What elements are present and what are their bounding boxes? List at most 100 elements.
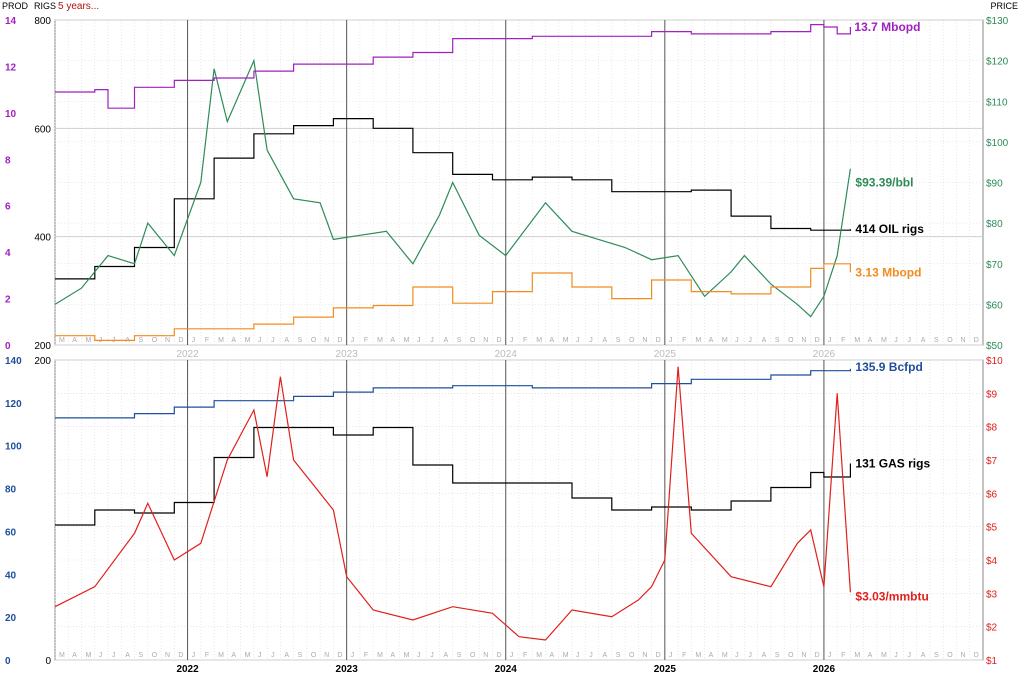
- oil-price-tick: $60: [986, 300, 1003, 311]
- gas-month-label: O: [947, 652, 953, 659]
- gas-month-label: S: [139, 652, 144, 659]
- gas-month-label: S: [457, 652, 462, 659]
- oil-price-tick: $80: [986, 219, 1003, 230]
- oil-month-label: O: [947, 337, 953, 344]
- oil-prod-tick: 12: [5, 62, 17, 73]
- oil-year-label: 2023: [336, 349, 359, 360]
- oil-rigs-tick: 200: [34, 341, 51, 352]
- oil-month-label: M: [563, 337, 569, 344]
- oil-month-label: F: [205, 337, 209, 344]
- range-selector-label[interactable]: 5 years...: [58, 1, 99, 12]
- gas-year-label: 2025: [654, 664, 677, 675]
- oil-month-label: J: [576, 337, 580, 344]
- ngl-production-end-label: 3.13 Mbopd: [855, 265, 921, 279]
- oil-year-label: 2022: [176, 349, 199, 360]
- gas-month-label: O: [788, 652, 794, 659]
- oil-price-tick: $110: [986, 97, 1008, 108]
- oil-month-label: N: [324, 337, 329, 344]
- oil-month-label: M: [536, 337, 542, 344]
- oil-month-label: F: [841, 337, 845, 344]
- gas-month-label: D: [337, 652, 342, 659]
- gas-price-tick: $3: [986, 589, 998, 600]
- oil-month-label: N: [483, 337, 488, 344]
- oil-month-label: S: [298, 337, 303, 344]
- gas-month-label: M: [563, 652, 569, 659]
- gas-prod-tick: 100: [5, 442, 22, 453]
- gas-month-label: D: [974, 652, 979, 659]
- gas-month-label: A: [921, 652, 926, 659]
- oil-month-label: J: [828, 337, 832, 344]
- gas-month-label: J: [748, 652, 752, 659]
- oil-price-line: [54, 58, 851, 318]
- gas-price-tick: $5: [986, 523, 998, 534]
- gas-month-label: J: [192, 652, 196, 659]
- gas-month-label: D: [496, 652, 501, 659]
- oil-rigs-line: [55, 118, 851, 280]
- oil-month-label: J: [271, 337, 275, 344]
- gas-rigs-tick: 200: [34, 356, 51, 367]
- gas-month-label: M: [536, 652, 542, 659]
- gas-month-label: J: [735, 652, 739, 659]
- oil-month-label: M: [854, 337, 860, 344]
- gas-month-label: S: [934, 652, 939, 659]
- oil-month-label: J: [258, 337, 262, 344]
- oil-month-label: A: [390, 337, 395, 344]
- oil-month-label: A: [921, 337, 926, 344]
- gas-price-end-label: $3.03/mmbtu: [855, 589, 928, 603]
- oil-production-end-label: 13.7 Mbopd: [854, 20, 920, 34]
- gas-price-tick: $4: [986, 556, 998, 567]
- gas-month-label: A: [231, 652, 236, 659]
- oil-month-label: O: [629, 337, 635, 344]
- oil-month-label: O: [152, 337, 158, 344]
- gas-year-label: 2022: [176, 664, 199, 675]
- oil-month-label: S: [616, 337, 621, 344]
- oil-year-label: 2026: [813, 349, 836, 360]
- gas-month-label: J: [430, 652, 434, 659]
- gas-price-line: [54, 366, 851, 641]
- gas-month-label: O: [629, 652, 635, 659]
- gas-month-label: J: [112, 652, 116, 659]
- price-axis-title: PRICE: [990, 1, 1018, 11]
- oil-month-label: J: [907, 337, 911, 344]
- oil-month-label: A: [868, 337, 873, 344]
- gas-month-label: F: [205, 652, 209, 659]
- gas-month-label: J: [510, 652, 514, 659]
- gas-month-label: A: [868, 652, 873, 659]
- gas-month-label: A: [603, 652, 608, 659]
- oil-month-label: A: [709, 337, 714, 344]
- oil-month-label: J: [735, 337, 739, 344]
- gas-month-label: M: [722, 652, 728, 659]
- gas-price-tick: $8: [986, 423, 998, 434]
- gas-month-label: A: [762, 652, 767, 659]
- oil-month-label: A: [72, 337, 77, 344]
- gas-month-label: O: [152, 652, 158, 659]
- oil-month-label: J: [589, 337, 593, 344]
- oil-month-label: M: [695, 337, 701, 344]
- oil-year-label: 2024: [495, 349, 518, 360]
- gas-month-label: J: [907, 652, 911, 659]
- oil-price-tick: $90: [986, 179, 1003, 190]
- oil-month-label: J: [192, 337, 196, 344]
- gas-month-label: A: [709, 652, 714, 659]
- gas-year-label: 2024: [495, 664, 518, 675]
- gas-month-label: F: [841, 652, 845, 659]
- gas-month-label: N: [483, 652, 488, 659]
- gas-month-label: N: [801, 652, 806, 659]
- gas-month-label: J: [576, 652, 580, 659]
- gas-month-label: J: [417, 652, 421, 659]
- gas-month-label: J: [589, 652, 593, 659]
- oil-rigs-tick: 600: [34, 124, 51, 135]
- oil-month-label: F: [523, 337, 527, 344]
- oil-month-label: J: [669, 337, 673, 344]
- oil-month-label: O: [311, 337, 317, 344]
- gas-prod-tick: 0: [5, 656, 11, 667]
- oil-month-label: M: [86, 337, 92, 344]
- oil-month-label: N: [801, 337, 806, 344]
- gas-price-tick: $10: [986, 356, 1003, 367]
- gas-month-label: S: [298, 652, 303, 659]
- oil-month-label: S: [934, 337, 939, 344]
- oil-production-line: [55, 24, 851, 109]
- oil-month-label: M: [218, 337, 224, 344]
